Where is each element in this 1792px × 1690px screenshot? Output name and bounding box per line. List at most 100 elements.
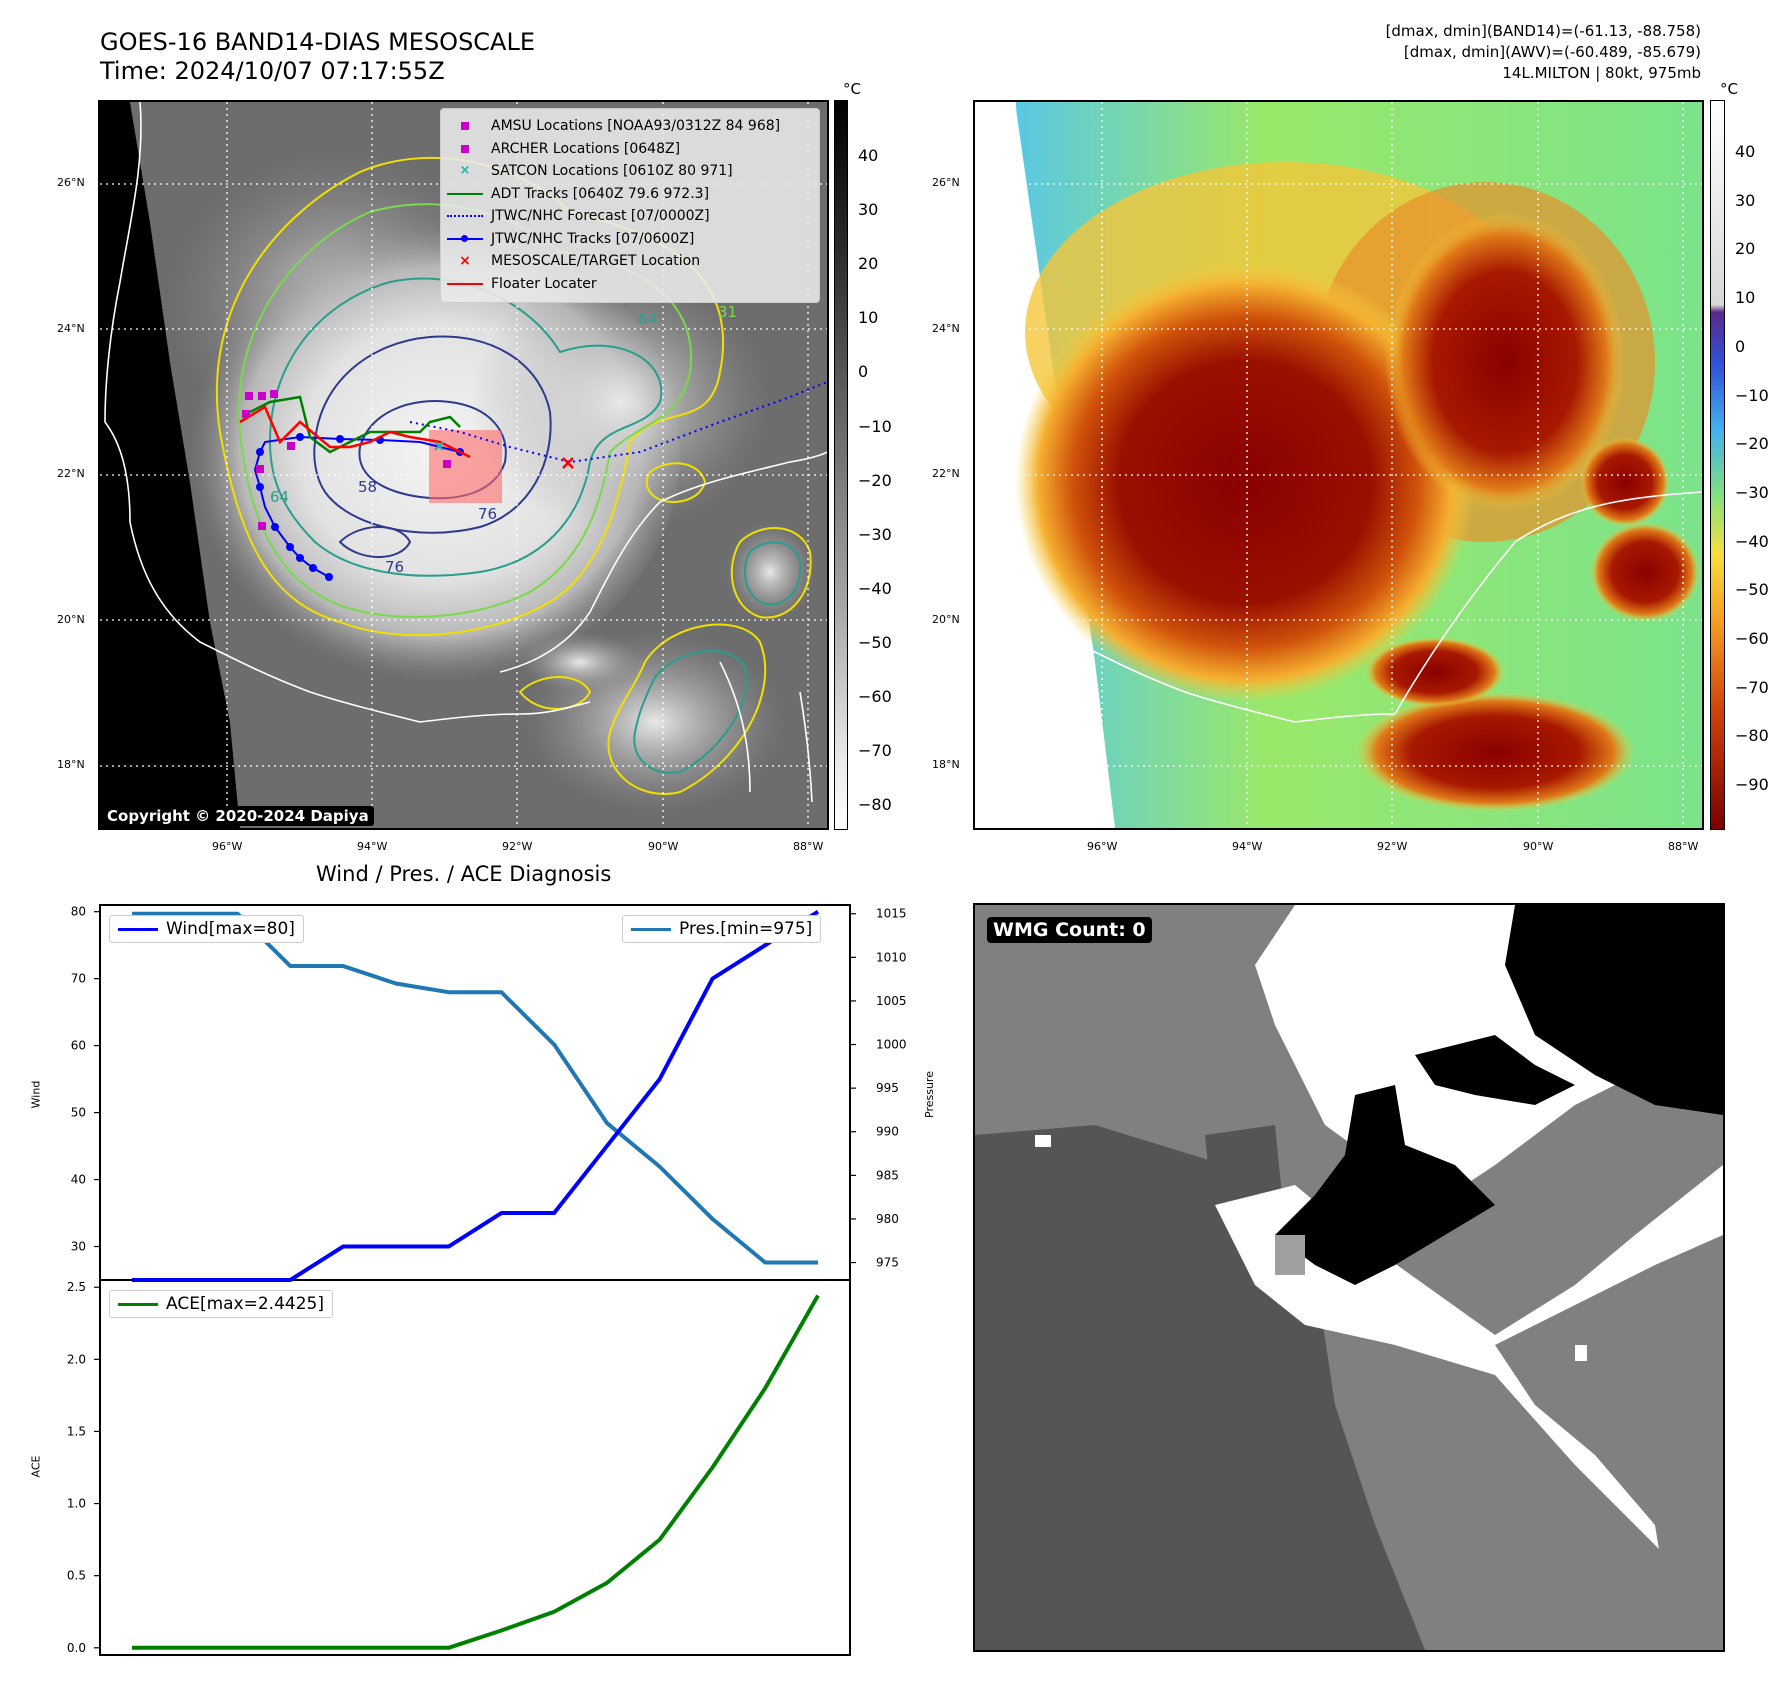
contour-label: 76 [385, 558, 404, 576]
pressure-tick-label: 1000 [876, 1038, 907, 1052]
ace-legend: ACE[max=2.4425] [109, 1290, 333, 1318]
dmax-band14-readout: [dmax, dmin](BAND14)=(-61.13, -88.758) [1385, 22, 1701, 40]
wind-axis-label: Wind [29, 1080, 43, 1109]
copyright-badge: Copyright © 2020-2024 Dapiya [102, 806, 374, 826]
pressure-tick-label: 1010 [876, 950, 907, 964]
lon-tick: 96°W [212, 840, 243, 853]
legend-label: Floater Locater [491, 275, 597, 292]
legend-item-forecast: JTWC/NHC Forecast [07/0000Z] [447, 205, 813, 228]
wind-tick-label: 60 [71, 1039, 86, 1053]
legend-item-tracks: JTWC/NHC Tracks [07/0600Z] [447, 228, 813, 251]
legend-item-archer: ARCHER Locations [0648Z] [447, 138, 813, 161]
pressure-tick-label: 985 [876, 1168, 899, 1182]
colorbar-left [834, 100, 848, 830]
ace-tick-label: 2.0 [67, 1352, 86, 1366]
pressure-legend: Pres.[min=975] [622, 915, 822, 943]
colorbar-right [1710, 100, 1725, 830]
colorbar-tick: 0 [1735, 336, 1746, 356]
wind-tick-label: 40 [71, 1173, 86, 1187]
colorbar-tick: −70 [1735, 677, 1769, 697]
legend-item-floater: Floater Locater [447, 273, 813, 296]
page-title: GOES-16 BAND14-DIAS MESOSCALE [100, 28, 536, 56]
pressure-tick-label: 995 [876, 1081, 899, 1095]
colorbar-tick: 40 [858, 146, 879, 165]
lat-tick: 18°N [932, 758, 960, 771]
legend-item-adt: ADT Tracks [0640Z 79.6 972.3] [447, 183, 813, 206]
wind-tick-label: 80 [71, 905, 86, 919]
lat-tick: 24°N [57, 322, 85, 335]
ace-frame [99, 1279, 851, 1656]
ace-tick-label: 0.0 [67, 1641, 86, 1655]
colorbar-tick: 10 [858, 308, 879, 328]
wind-tick-label: 30 [71, 1240, 86, 1254]
pressure-legend-label: Pres.[min=975] [679, 919, 813, 939]
wind-legend: Wind[max=80] [109, 915, 304, 943]
colorbar-tick: 30 [858, 200, 879, 220]
lat-tick: 18°N [57, 758, 85, 771]
lat-tick: 20°N [932, 613, 960, 626]
page-timestamp: Time: 2024/10/07 07:17:55Z [100, 57, 445, 85]
pressure-series-line [132, 911, 818, 1265]
storm-info-readout: 14L.MILTON | 80kt, 975mb [1502, 64, 1701, 82]
ir-map-panel: 64 64 31 76 76 58 AMSU Locations [NOAA93… [98, 100, 829, 830]
colorbar-tick: −30 [1735, 482, 1769, 502]
colorbar-tick: −10 [858, 416, 892, 436]
colorbar-tick: 10 [1735, 288, 1756, 308]
colorbar-tick: −10 [1735, 385, 1769, 405]
ace-axis-label: ACE [29, 1455, 43, 1478]
colorbar-tick: −50 [1735, 580, 1769, 600]
colorbar-tick: −80 [858, 795, 892, 815]
legend-label: ARCHER Locations [0648Z] [491, 140, 681, 157]
ace-tick-label: 2.5 [67, 1280, 86, 1294]
pressure-axis-label: Pressure [922, 1071, 936, 1118]
lat-tick: 20°N [57, 613, 85, 626]
legend-item-satcon: × SATCON Locations [0610Z 80 971] [459, 163, 733, 180]
colorbar-tick: −40 [1735, 531, 1769, 551]
legend-label: JTWC/NHC Tracks [07/0600Z] [491, 230, 695, 247]
pressure-tick-label: 1005 [876, 994, 907, 1008]
pressure-tick-label: 990 [876, 1125, 899, 1139]
ace-legend-label: ACE[max=2.4425] [166, 1294, 324, 1314]
lat-tick: 26°N [932, 176, 960, 189]
legend-label: MESOSCALE/TARGET Location [491, 253, 701, 270]
legend-label: AMSU Locations [NOAA93/0312Z 84 968] [491, 118, 781, 135]
lat-tick: 22°N [57, 467, 85, 480]
lat-tick: 26°N [57, 176, 85, 189]
wind-legend-label: Wind[max=80] [166, 919, 295, 939]
colorbar-tick: −50 [858, 632, 892, 652]
lon-tick: 96°W [1087, 840, 1118, 853]
awv-map-image [975, 102, 1702, 828]
legend-item-amsu: AMSU Locations [NOAA93/0312Z 84 968] [447, 115, 813, 138]
lon-tick: 90°W [1523, 840, 1554, 853]
legend-item-target: × MESOSCALE/TARGET Location [459, 253, 701, 270]
colorbar-tick: −70 [858, 741, 892, 761]
lon-tick: 88°W [793, 840, 824, 853]
lon-tick: 92°W [502, 840, 533, 853]
map-legend: AMSU Locations [NOAA93/0312Z 84 968] ARC… [440, 108, 820, 303]
ace-tick-label: 1.5 [67, 1424, 86, 1438]
lat-tick: 24°N [932, 322, 960, 335]
lon-tick: 88°W [1668, 840, 1699, 853]
lon-tick: 94°W [357, 840, 388, 853]
wmg-image [975, 905, 1723, 1650]
colorbar-tick: −30 [858, 524, 892, 544]
colorbar-tick: −60 [858, 687, 892, 706]
colorbar-tick: 20 [1735, 239, 1756, 259]
colorbar-tick: −80 [1735, 726, 1769, 746]
awv-map-panel [973, 100, 1704, 830]
diagnosis-title: Wind / Pres. / ACE Diagnosis [316, 862, 612, 886]
contour-label: 76 [478, 505, 497, 523]
colorbar-tick: 40 [1735, 142, 1756, 161]
wind-series-line [132, 910, 820, 1282]
ace-series-line [132, 1294, 820, 1650]
dmax-awv-readout: [dmax, dmin](AWV)=(-60.489, -85.679) [1403, 43, 1701, 61]
ace-tick-label: 1.0 [67, 1497, 86, 1511]
colorbar-tick: −60 [1735, 629, 1769, 648]
lon-tick: 94°W [1232, 840, 1263, 853]
wind-tick-label: 50 [71, 1106, 86, 1120]
contour-label: 64 [638, 310, 657, 328]
colorbar-right-unit: °C [1720, 80, 1738, 98]
legend-label: ADT Tracks [0640Z 79.6 972.3] [491, 185, 710, 202]
lon-tick: 90°W [648, 840, 679, 853]
colorbar-tick: −40 [858, 578, 892, 598]
